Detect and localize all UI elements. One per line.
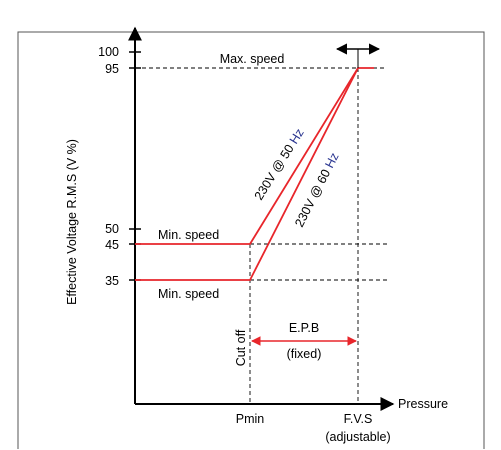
min-speed-lower-label: Min. speed: [158, 287, 219, 301]
max-speed-label: Max. speed: [220, 52, 285, 66]
min-speed-upper-label: Min. speed: [158, 228, 219, 242]
cut-off-label: Cut off: [234, 329, 248, 366]
tick-label-35: 35: [105, 274, 119, 288]
tick-label-50: 50: [105, 222, 119, 236]
epb-label: E.P.B: [289, 321, 319, 335]
fvs-sublabel: (adjustable): [325, 430, 390, 444]
tick-label-100: 100: [98, 45, 119, 59]
curve-50hz: [135, 67, 374, 245]
y-axis-label: Effective Voltage R.M.S (V %): [65, 139, 79, 305]
curve-60hz: [135, 67, 359, 281]
epb-note: (fixed): [287, 347, 322, 361]
tick-label-45: 45: [105, 238, 119, 252]
fvs-label: F.V.S: [344, 412, 373, 426]
pmin-label: Pmin: [236, 412, 265, 426]
diagram-frame: [17, 31, 485, 449]
x-axis-label: Pressure: [398, 397, 448, 411]
tick-label-95: 95: [105, 62, 119, 76]
